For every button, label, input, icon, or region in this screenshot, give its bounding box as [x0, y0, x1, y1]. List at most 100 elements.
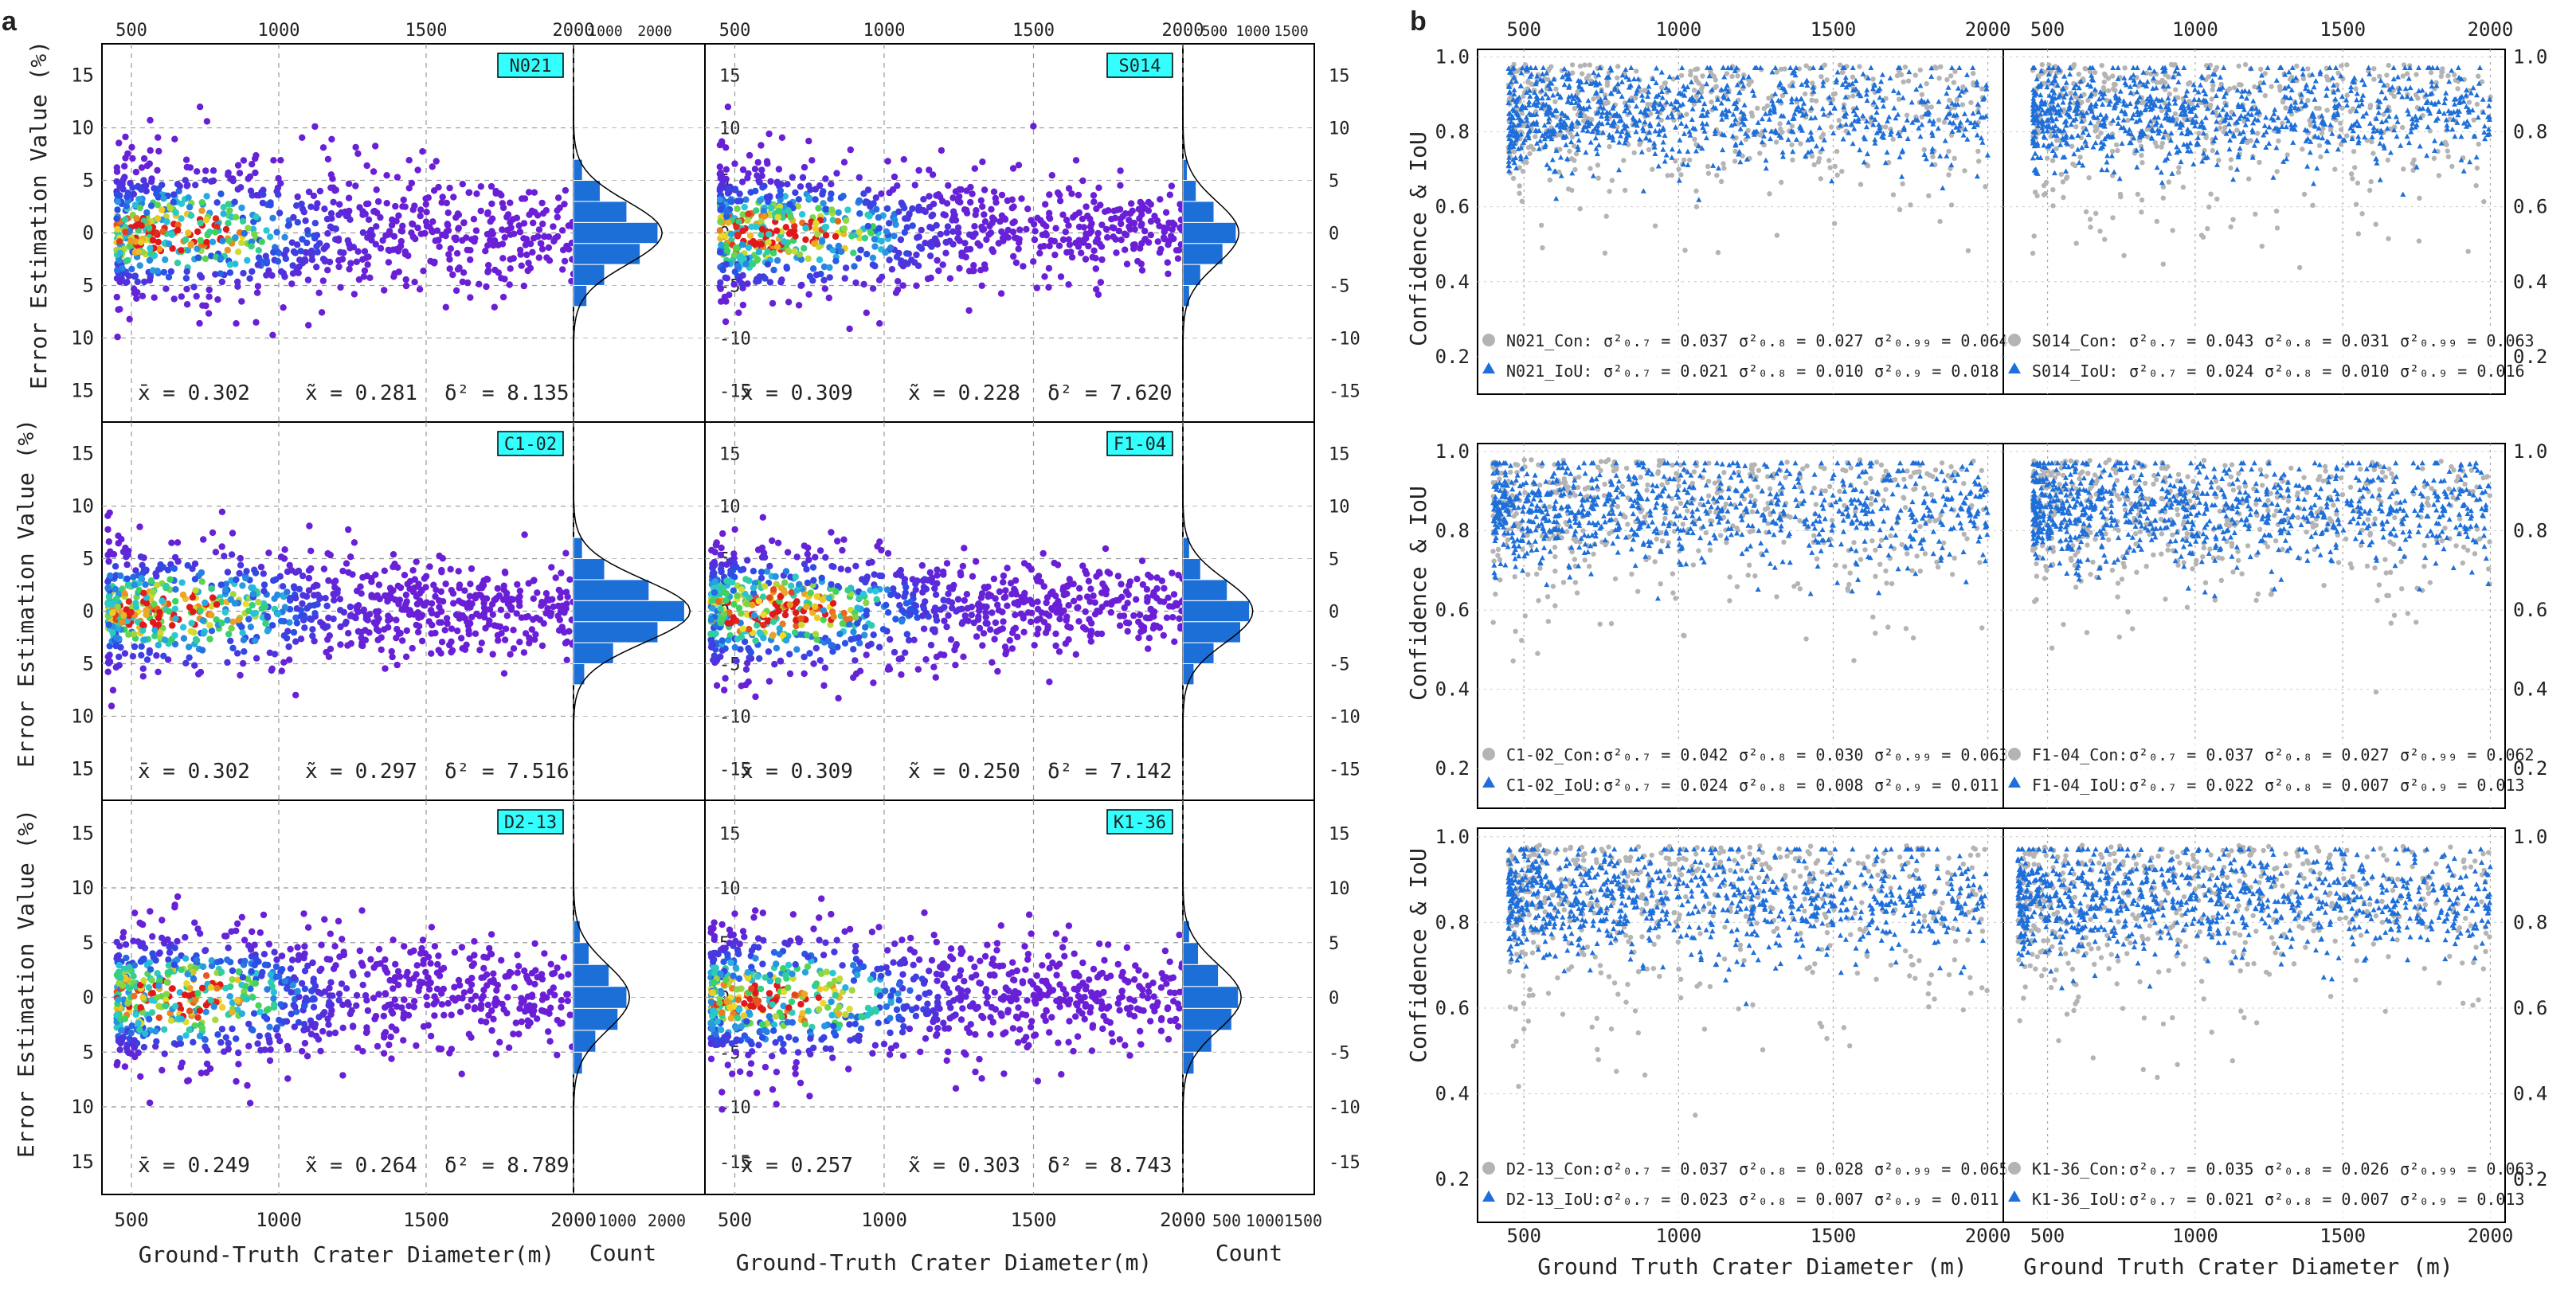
- scatter-point: [983, 603, 990, 611]
- scatter-point: [368, 237, 375, 244]
- scatter-point: [723, 577, 730, 584]
- scatter-point: [125, 964, 133, 971]
- scatter-point: [323, 215, 331, 223]
- scatter-point: [264, 614, 272, 621]
- scatter-point: [1156, 222, 1163, 229]
- scatter-point: [1046, 215, 1054, 222]
- scatter-point: [371, 207, 378, 215]
- scatter-point: [286, 619, 293, 626]
- scatter-point: [198, 207, 206, 214]
- scatter-point: [987, 1030, 994, 1038]
- scatter-point: [202, 216, 210, 224]
- scatter-point: [337, 248, 344, 256]
- scatter-point: [148, 976, 155, 984]
- scatter-point: [822, 553, 829, 561]
- scatter-point: [229, 644, 237, 652]
- scatter-point: [266, 1038, 273, 1046]
- histogram-bars: [1182, 158, 1237, 307]
- scatter-point: [1055, 242, 1063, 249]
- scatter-point: [163, 218, 170, 225]
- scatter-point: [337, 641, 344, 648]
- scatter-point: [229, 967, 237, 975]
- scatter-point: [746, 625, 753, 633]
- scatter-point: [1168, 182, 1176, 190]
- scatter-point: [118, 536, 125, 543]
- scatter-point: [252, 569, 260, 577]
- scatter-point: [961, 545, 968, 552]
- scatter-point: [894, 182, 901, 190]
- scatter-point: [805, 137, 812, 145]
- scatter-point: [891, 233, 898, 240]
- scatter-point: [928, 213, 935, 220]
- scatter-point: [319, 1027, 327, 1035]
- scatter-point: [140, 177, 147, 184]
- scatter-point: [1098, 630, 1106, 638]
- scatter-point: [998, 191, 1006, 199]
- scatter-point: [846, 1021, 853, 1028]
- scatter-point: [116, 249, 123, 256]
- scatter-point: [828, 642, 836, 649]
- scatter-point: [1137, 244, 1144, 252]
- scatter-point: [901, 593, 908, 600]
- scatter-point: [722, 674, 729, 682]
- scatter-point: [815, 205, 822, 212]
- scatter-point: [359, 211, 366, 218]
- scatter-point: [752, 907, 759, 914]
- scatter-point: [769, 299, 777, 307]
- scatter-point: [275, 191, 282, 198]
- scatter-point: [432, 592, 439, 600]
- scatter-point: [1075, 191, 1082, 199]
- scatter-point: [330, 198, 337, 206]
- scatter-point: [773, 960, 780, 968]
- scatter-point: [209, 167, 217, 174]
- scatter-point: [414, 166, 421, 174]
- scatter-point: [178, 293, 185, 300]
- x-top-tick-label: 1500: [405, 21, 448, 41]
- scatter-point: [863, 309, 871, 316]
- scatter-point: [431, 1012, 438, 1019]
- scatter-point: [141, 636, 148, 643]
- scatter-point: [503, 612, 511, 620]
- scatter-point: [536, 616, 544, 624]
- scatter-point: [801, 542, 808, 549]
- scatter-point: [1102, 545, 1110, 553]
- scatter-point: [902, 649, 909, 656]
- scatter-point: [1174, 255, 1182, 262]
- scatter-point: [521, 195, 529, 202]
- scatter-point: [1156, 249, 1164, 256]
- x-bottom-tick-label: 2000: [550, 1209, 597, 1231]
- scatter-point: [352, 182, 359, 190]
- scatter-point: [736, 190, 743, 197]
- scatter-point: [372, 240, 379, 248]
- scatter-point: [146, 225, 153, 232]
- scatter-point: [1044, 625, 1051, 632]
- scatter-point: [299, 205, 307, 213]
- stat-variance: δ² = 7.142: [1047, 760, 1173, 784]
- scatter-point: [186, 1026, 193, 1034]
- scatter-point: [861, 234, 869, 242]
- scatter-point: [270, 988, 278, 996]
- scatter-point: [964, 604, 972, 612]
- scatter-point: [206, 229, 213, 236]
- scatter-point: [778, 134, 786, 141]
- scatter-point: [866, 213, 873, 220]
- scatter-point: [1096, 940, 1103, 948]
- scatter-point: [126, 315, 133, 323]
- scatter-point: [943, 229, 950, 237]
- scatter-point: [770, 586, 777, 593]
- scatter-point: [252, 169, 259, 177]
- scatter-point: [538, 199, 546, 207]
- scatter-point: [1165, 594, 1172, 601]
- scatter-point: [254, 1040, 261, 1047]
- scatter-point: [232, 213, 240, 221]
- scatter-point: [370, 964, 378, 971]
- scatter-point: [249, 928, 256, 936]
- scatter-point: [452, 287, 460, 295]
- scatter-point: [1147, 573, 1154, 581]
- scatter-point: [480, 992, 487, 1000]
- scatter-point: [203, 238, 210, 246]
- scatter-point: [125, 598, 133, 605]
- scatter-point: [515, 594, 523, 602]
- scatter-point: [232, 234, 239, 241]
- scatter-point: [739, 211, 746, 218]
